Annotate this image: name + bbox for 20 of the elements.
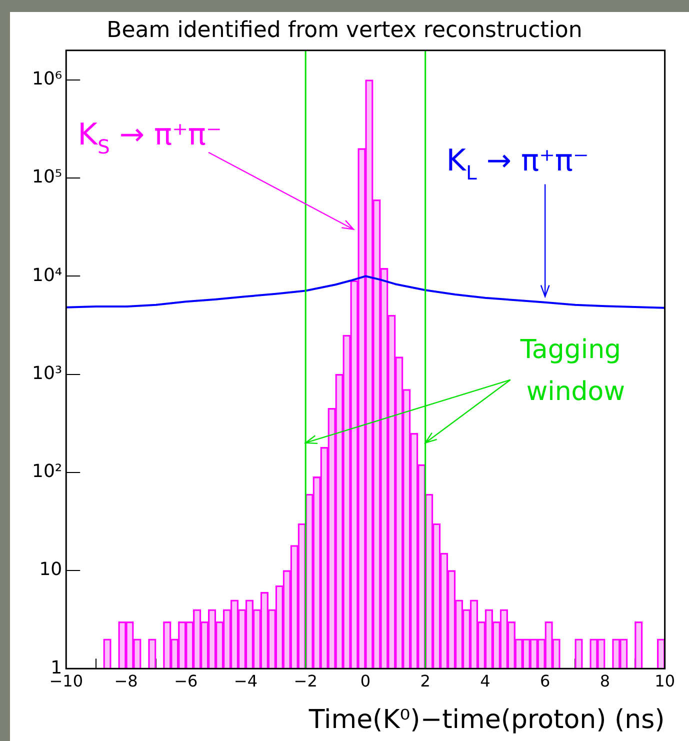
y-tick-label: 10⁵	[32, 166, 62, 188]
y-tick-label: 1	[50, 657, 62, 678]
x-axis-title: Time(K⁰)−time(proton) (ns)	[308, 705, 665, 736]
x-tick-label: 8	[600, 671, 610, 690]
y-tick-label: 10³	[32, 362, 62, 384]
y-tick-label: 10²	[32, 461, 62, 482]
x-tick-label: 2	[420, 671, 430, 690]
x-tick-label: −6	[174, 671, 198, 690]
y-tick-label: 10⁶	[32, 68, 62, 90]
x-tick-label: −2	[294, 671, 318, 690]
x-tick-label: −4	[234, 671, 258, 690]
chart-title: Beam identified from vertex reconstruction	[106, 18, 582, 43]
y-tick-label: 10	[39, 559, 62, 580]
x-tick-label: 10	[654, 671, 675, 690]
x-tick-label: 6	[540, 671, 550, 690]
annotation: Tagging window	[519, 334, 625, 407]
x-tick-label: 0	[360, 671, 371, 690]
y-tick-label: 10⁴	[32, 264, 62, 286]
x-tick-label: −8	[114, 671, 138, 690]
x-tick-label: 4	[480, 671, 490, 690]
